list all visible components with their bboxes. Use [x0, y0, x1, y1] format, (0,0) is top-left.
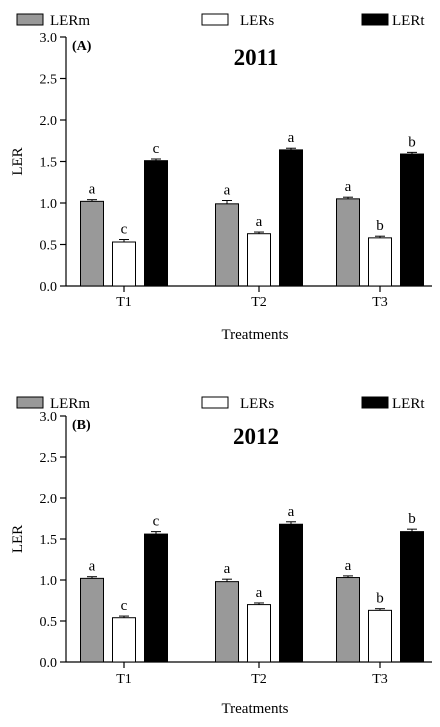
significance-letter-LERm-T1: a: [89, 559, 96, 575]
bar-LERs-T3: [368, 609, 392, 663]
legend-label-LERt: LERt: [392, 13, 425, 29]
legend-label-LERs: LERs: [240, 396, 274, 412]
panel-title: 2011: [234, 45, 279, 70]
significance-letter-LERt-T1: c: [153, 514, 160, 530]
y-tick-label: 1.5: [40, 156, 58, 171]
bar-LERt-T3: [400, 153, 424, 287]
y-tick-label: 2.0: [40, 114, 58, 129]
legend-label-LERt: LERt: [392, 396, 425, 412]
bar-LERt-T2: [279, 523, 303, 663]
significance-letter-LERs-T2: a: [256, 214, 263, 230]
chart-panel-2011: LERm LERs LERt 0.0 0.5 1.0 1.5 2.0 2.5 3.0 LER (A) 2…: [10, 13, 432, 343]
significance-letter-LERs-T3: b: [376, 218, 384, 234]
y-tick-label: 2.5: [40, 73, 58, 88]
y-tick-label: 3.0: [40, 410, 58, 425]
y-tick-label: 0.0: [40, 656, 58, 671]
y-tick-label: 0.5: [40, 615, 58, 630]
bar-LERs-T1: [112, 241, 136, 287]
y-tick-label: 1.5: [40, 533, 58, 548]
x-tick-label-T1: T1: [116, 672, 132, 687]
legend-swatch-LERm: [16, 396, 44, 409]
bar-LERm-T2: [215, 581, 239, 663]
y-tick-label: 2.0: [40, 492, 58, 507]
y-axis-title: LER: [10, 147, 26, 175]
panel-label: (A): [72, 39, 92, 54]
bar-LERs-T2: [247, 604, 271, 663]
significance-letter-LERm-T1: a: [89, 182, 96, 198]
x-tick-label-T3: T3: [372, 672, 388, 687]
legend-swatch-LERm: [16, 13, 44, 26]
chart-panel-2012: LERm LERs LERt 0.0 0.5 1.0 1.5 2.0 2.5 3.0 LER (B) 2…: [10, 396, 432, 717]
significance-letter-LERm-T2: a: [224, 183, 231, 199]
significance-letter-LERs-T1: c: [121, 222, 128, 238]
legend-label-LERs: LERs: [240, 13, 274, 29]
legend-swatch-LERs: [201, 396, 229, 409]
legend-label-LERm: LERm: [50, 396, 90, 412]
significance-letter-LERt-T3: b: [408, 134, 416, 150]
panel-label: (B): [72, 418, 91, 433]
bar-LERs-T1: [112, 617, 136, 663]
x-tick-label-T2: T2: [251, 295, 267, 310]
legend-swatch-LERt: [361, 396, 389, 409]
y-tick-label: 2.5: [40, 451, 58, 466]
panel-title: 2012: [233, 424, 279, 449]
significance-letter-LERs-T2: a: [256, 585, 263, 601]
significance-letter-LERt-T3: b: [408, 511, 416, 527]
bar-LERt-T1: [144, 160, 168, 287]
y-tick-label: 1.0: [40, 574, 58, 589]
bar-LERm-T1: [80, 200, 104, 287]
significance-letter-LERt-T1: c: [153, 141, 160, 157]
x-axis-title: Treatments: [222, 327, 289, 343]
significance-letter-LERt-T2: a: [288, 130, 295, 146]
y-tick-label: 1.0: [40, 197, 58, 212]
significance-letter-LERm-T2: a: [224, 561, 231, 577]
y-tick-label: 3.0: [40, 31, 58, 46]
significance-letter-LERm-T3: a: [345, 179, 352, 195]
y-axis-title: LER: [10, 525, 26, 553]
x-axis-title: Treatments: [222, 701, 289, 717]
y-tick-label: 0.0: [40, 280, 58, 295]
legend-swatch-LERs: [201, 13, 229, 26]
x-tick-label-T3: T3: [372, 295, 388, 310]
bar-LERt-T3: [400, 531, 424, 663]
bar-LERm-T3: [336, 198, 360, 287]
significance-letter-LERs-T1: c: [121, 598, 128, 614]
significance-letter-LERs-T3: b: [376, 591, 384, 607]
y-tick-label: 0.5: [40, 239, 58, 254]
bar-LERs-T3: [368, 237, 392, 287]
bar-LERt-T2: [279, 149, 303, 287]
bar-LERm-T2: [215, 203, 239, 287]
legend-swatch-LERt: [361, 13, 389, 26]
significance-letter-LERm-T3: a: [345, 558, 352, 574]
bar-LERm-T1: [80, 577, 104, 663]
bar-LERt-T1: [144, 533, 168, 663]
legend-label-LERm: LERm: [50, 13, 90, 29]
bar-LERs-T2: [247, 233, 271, 287]
significance-letter-LERt-T2: a: [288, 504, 295, 520]
bar-LERm-T3: [336, 577, 360, 663]
x-tick-label-T1: T1: [116, 295, 132, 310]
x-tick-label-T2: T2: [251, 672, 267, 687]
